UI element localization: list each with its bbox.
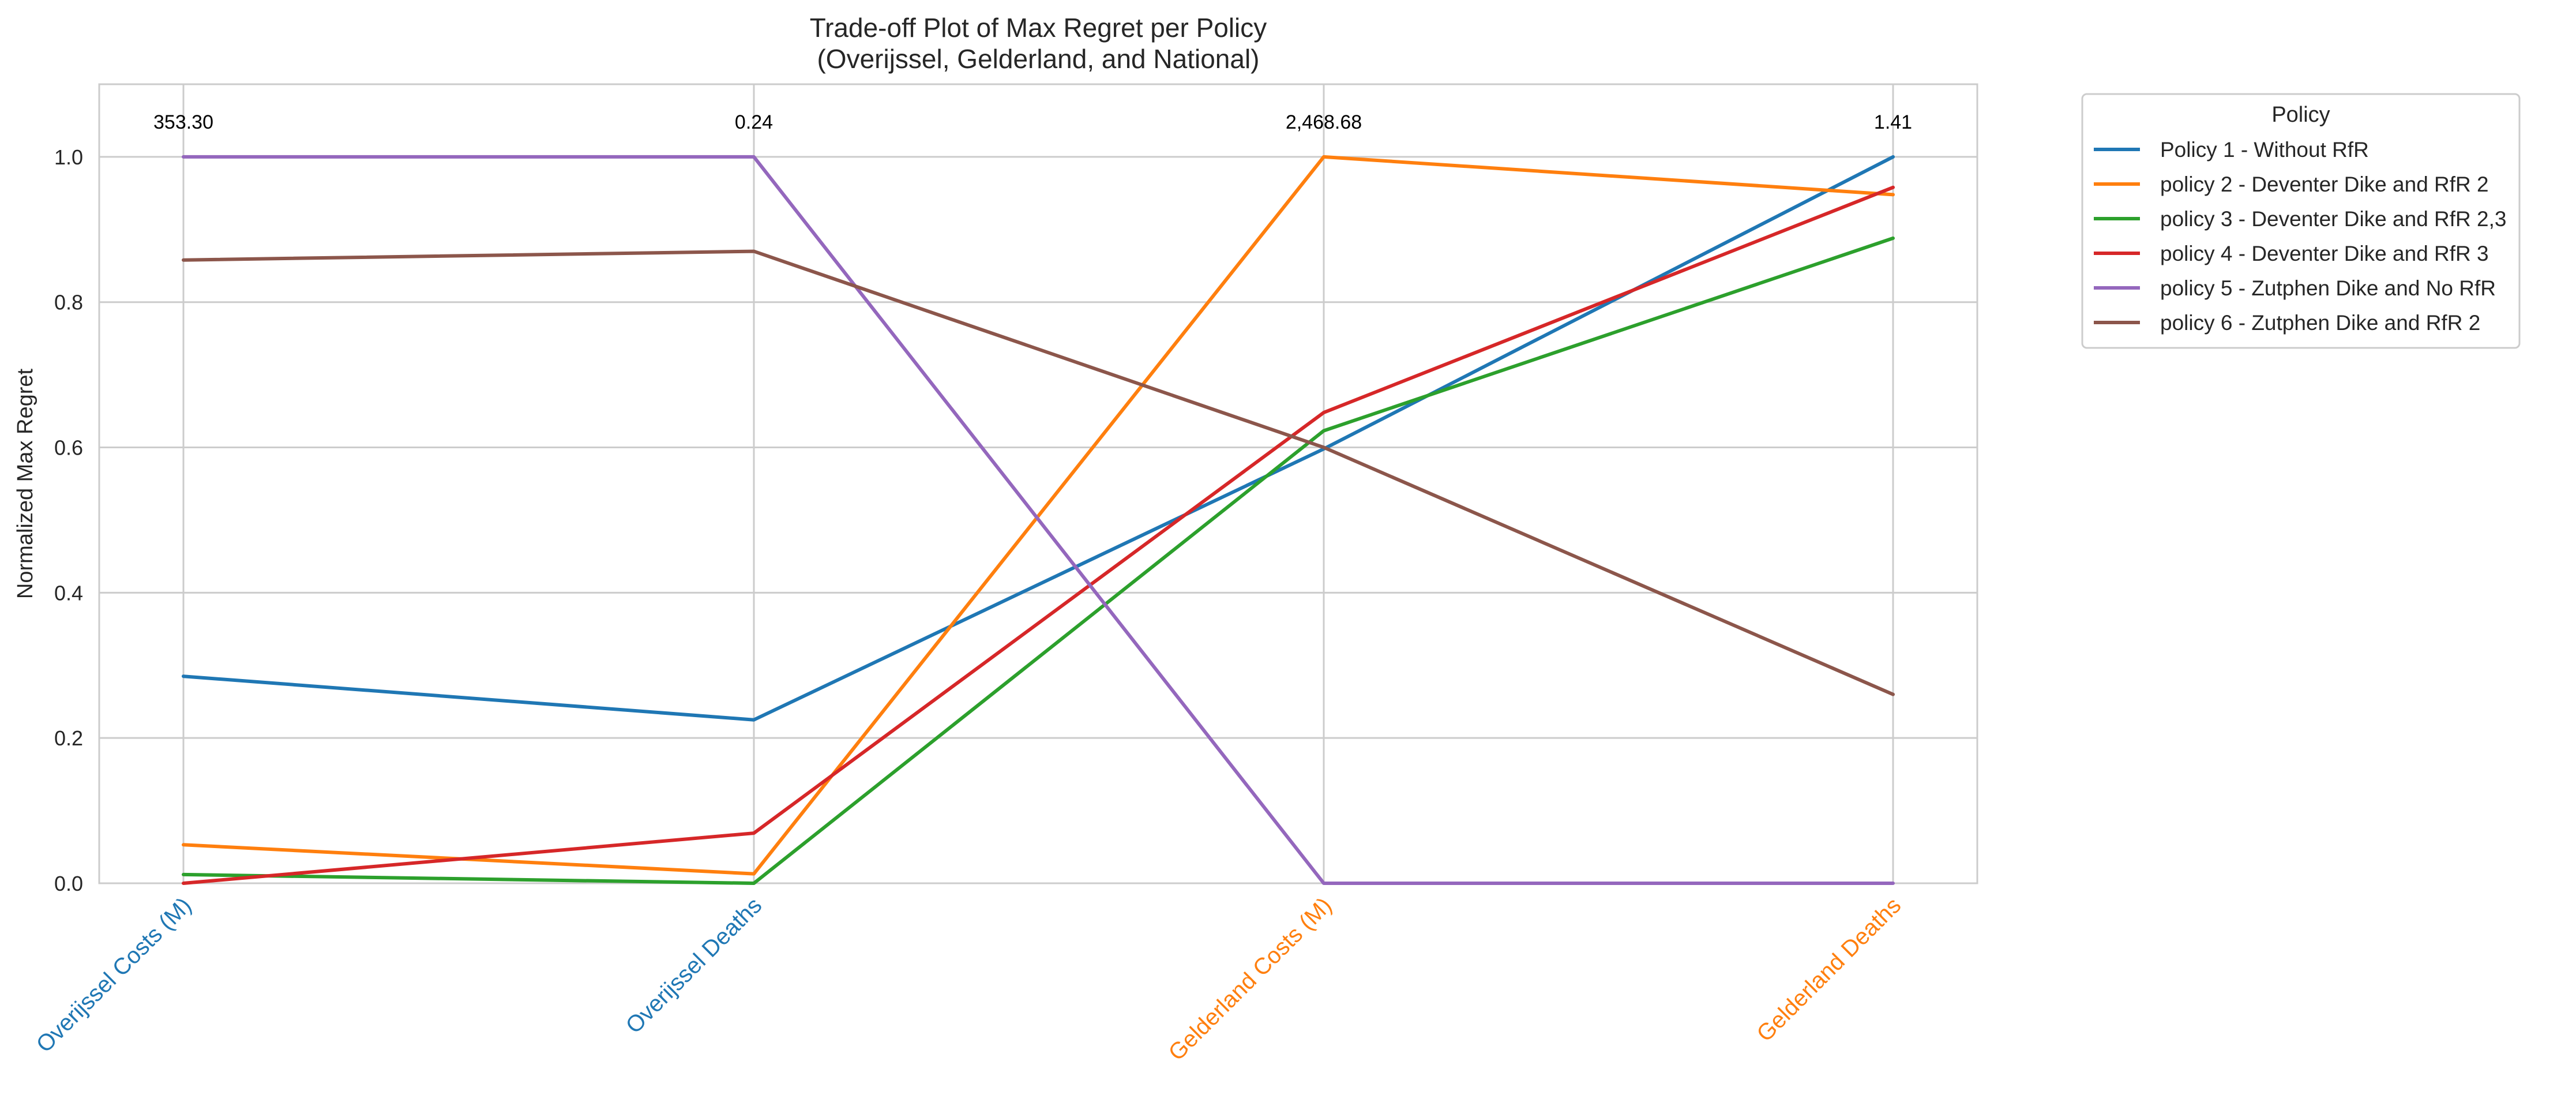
x-axis-labels: Overijssel Costs (M) Overijssel Deaths Gel… <box>32 892 1906 1066</box>
series-lines <box>182 155 1895 885</box>
series-line-policy-3 <box>182 236 1895 885</box>
chart-title-line-1: Trade-off Plot of Max Regret per Policy <box>810 13 1267 43</box>
y-tick-label: 1.0 <box>54 145 83 169</box>
legend-label: policy 3 - Deventer Dike and RfR 2,3 <box>2160 207 2507 231</box>
legend-items: Policy 1 - Without RfR policy 2 - Devente… <box>2094 138 2507 335</box>
chart-title: Trade-off Plot of Max Regret per Policy(… <box>810 13 1267 74</box>
x-axis-label: Gelderland Deaths <box>1752 892 1906 1047</box>
axis-max-labels: 353.30 0.24 2,468.68 1.41 <box>153 111 1912 133</box>
legend-box <box>2081 93 2521 349</box>
chart-title-line-2: (Overijssel, Gelderland, and National) <box>817 44 1259 74</box>
legend-label: Policy 1 - Without RfR <box>2160 138 2369 162</box>
legend-label: policy 6 - Zutphen Dike and RfR 2 <box>2160 311 2480 335</box>
axis-max-label: 0.24 <box>735 111 773 133</box>
y-tick-labels: 0.0 0.2 0.4 0.6 0.8 1.0 <box>54 145 83 895</box>
series-line-policy-5 <box>182 155 1895 885</box>
legend: Policy Policy 1 - Without RfR policy 2 - … <box>2081 93 2521 349</box>
axis-max-label: 1.41 <box>1874 111 1912 133</box>
axis-max-label: 2,468.68 <box>1286 111 1362 133</box>
y-tick-label: 0.6 <box>54 436 83 460</box>
legend-title: Policy <box>2271 103 2330 127</box>
plot-area <box>98 83 1978 885</box>
y-tick-label: 0.8 <box>54 291 83 314</box>
y-axis-label: Normalized Max Regret <box>13 368 37 599</box>
y-tick-label: 0.0 <box>54 872 83 895</box>
legend-label: policy 4 - Deventer Dike and RfR 3 <box>2160 242 2489 265</box>
x-axis-label: Overijssel Costs (M) <box>32 892 197 1058</box>
axis-max-label: 353.30 <box>153 111 213 133</box>
x-axis-label: Gelderland Costs (M) <box>1163 892 1336 1066</box>
x-axis-label: Overijssel Deaths <box>621 892 767 1038</box>
plot-frame <box>98 83 1978 884</box>
series-line-policy-6 <box>182 249 1895 696</box>
y-tick-label: 0.2 <box>54 726 83 750</box>
legend-label: policy 5 - Zutphen Dike and No RfR <box>2160 276 2496 300</box>
series-line-policy-4 <box>182 185 1895 885</box>
y-tick-label: 0.4 <box>54 581 83 605</box>
legend-label: policy 2 - Deventer Dike and RfR 2 <box>2160 172 2489 196</box>
x-gridlines <box>182 84 1894 883</box>
series-line-policy-1 <box>182 155 1895 722</box>
